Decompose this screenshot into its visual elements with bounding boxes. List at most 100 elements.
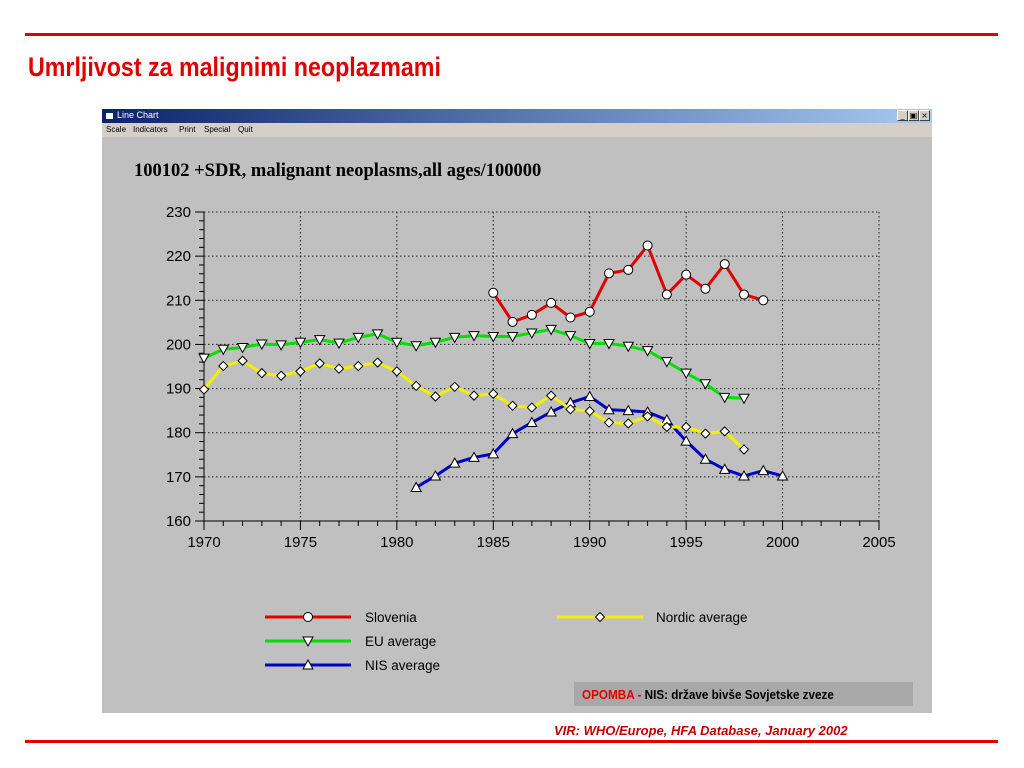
x-tick-label: 2005	[862, 534, 895, 551]
y-tick-label: 180	[166, 425, 191, 442]
legend-marker-nordic-average	[594, 611, 606, 623]
menu-scale[interactable]: Scale	[106, 125, 127, 134]
menu-print[interactable]: Print	[179, 125, 196, 134]
legend-marker-slovenia	[303, 612, 313, 622]
menu-special[interactable]: Special	[204, 125, 231, 134]
data-point-nordic-average	[353, 360, 364, 372]
data-point-nis-average	[468, 451, 480, 462]
x-tick-label: 1980	[380, 534, 413, 551]
source-citation: VIR: WHO/Europe, HFA Database, January 2…	[554, 723, 848, 738]
data-point-nordic-average	[680, 421, 692, 433]
data-point-nis-average	[487, 447, 500, 459]
window-titlebar: Line Chart _ ▣ ×	[102, 109, 932, 123]
data-point-slovenia	[526, 309, 537, 320]
data-point-nis-average	[526, 416, 538, 428]
data-point-slovenia	[681, 269, 692, 280]
data-point-nordic-average	[314, 358, 325, 369]
data-point-nordic-average	[584, 405, 595, 417]
data-point-nordic-average	[623, 418, 634, 429]
menu-quit[interactable]: Quit	[238, 125, 253, 134]
data-point-slovenia	[623, 264, 634, 275]
data-point-nis-average	[410, 481, 422, 492]
y-tick-label: 230	[166, 204, 191, 221]
x-tick-label: 1985	[477, 534, 510, 551]
data-point-eu-average	[545, 324, 557, 336]
data-point-nordic-average	[526, 402, 538, 413]
data-point-nis-average	[622, 404, 635, 416]
data-point-nordic-average	[256, 367, 268, 379]
data-point-eu-average	[198, 353, 210, 365]
data-point-nordic-average	[603, 417, 615, 428]
slide-title: Umrljivost za malignimi neoplazmami	[28, 52, 441, 82]
data-point-eu-average	[429, 337, 442, 349]
legend-label-nis-average: NIS average	[365, 658, 440, 673]
menu-bar: Scale Indicators Print Special Quit	[102, 123, 932, 137]
data-point-nis-average	[699, 453, 712, 464]
data-point-eu-average	[718, 392, 731, 404]
legend-item-nordic-average: Nordic average	[557, 610, 748, 625]
note-body: NIS: države bivše Sovjetske zveze	[644, 687, 834, 702]
data-point-eu-average	[448, 332, 461, 344]
data-point-slovenia	[546, 297, 557, 308]
data-point-nordic-average	[237, 355, 248, 366]
data-point-nordic-average	[642, 411, 653, 422]
data-point-eu-average	[391, 337, 403, 349]
data-point-eu-average	[661, 357, 673, 368]
data-point-eu-average	[603, 339, 615, 350]
data-point-eu-average	[699, 379, 712, 390]
x-tick-label: 2000	[766, 534, 799, 551]
data-point-nis-average	[429, 469, 442, 481]
legend-item-slovenia: Slovenia	[265, 610, 417, 625]
data-point-nordic-average	[410, 380, 422, 392]
x-tick-label: 1990	[573, 534, 606, 551]
data-point-nordic-average	[661, 421, 673, 433]
y-tick-label: 170	[166, 469, 191, 486]
data-point-slovenia	[488, 287, 499, 298]
data-point-nordic-average	[700, 428, 711, 439]
data-point-eu-average	[410, 341, 422, 352]
data-point-eu-average	[564, 331, 577, 342]
data-point-eu-average	[738, 393, 750, 405]
data-point-nordic-average	[391, 366, 403, 377]
data-point-nordic-average	[738, 444, 750, 455]
data-point-slovenia	[719, 259, 730, 270]
data-point-nordic-average	[545, 390, 557, 401]
note-box: OPOMBA - NIS: države bivše Sovjetske zve…	[574, 682, 913, 706]
legend-label-nordic-average: Nordic average	[656, 610, 748, 625]
close-icon[interactable]: ×	[919, 110, 930, 121]
data-point-nordic-average	[198, 384, 210, 395]
data-point-eu-average	[352, 332, 365, 344]
legend-item-eu-average: EU average	[265, 634, 436, 649]
x-tick-label: 1970	[187, 534, 220, 551]
data-point-nis-average	[757, 464, 770, 476]
data-point-eu-average	[487, 331, 500, 343]
data-point-nordic-average	[218, 360, 229, 372]
legend-marker-eu-average	[302, 636, 314, 648]
data-point-nordic-average	[275, 370, 287, 381]
chart-title: 100102 +SDR, malignant neoplasms,all age…	[134, 161, 542, 181]
data-point-slovenia	[700, 283, 711, 294]
minimize-icon[interactable]: _	[897, 110, 908, 121]
data-point-slovenia	[739, 289, 749, 300]
y-tick-label: 190	[166, 381, 191, 398]
note-label: OPOMBA -	[582, 687, 642, 702]
menu-indicators[interactable]: Indicators	[133, 125, 168, 134]
data-point-nordic-average	[333, 363, 345, 374]
data-point-nordic-average	[372, 357, 383, 368]
window-title: Line Chart	[117, 110, 159, 120]
line-chart: 160 170 180 190 200 210 220 230 1970 1975 1980 1985…	[166, 204, 896, 673]
legend-label-eu-average: EU average	[365, 634, 436, 649]
data-point-eu-average	[333, 338, 345, 350]
data-point-slovenia	[642, 240, 653, 251]
data-point-eu-average	[526, 328, 538, 339]
maximize-icon[interactable]: ▣	[908, 110, 919, 121]
series-line-nordic-average	[202, 359, 746, 451]
data-point-eu-average	[506, 331, 519, 343]
top-rule	[25, 33, 998, 36]
note-text: OPOMBA - NIS: države bivše Sovjetske zve…	[582, 687, 834, 702]
data-point-eu-average	[468, 331, 480, 342]
data-point-eu-average	[217, 344, 230, 356]
data-point-eu-average	[313, 335, 326, 346]
legend-marker-nis-average	[302, 658, 314, 670]
data-point-nis-average	[448, 457, 461, 468]
